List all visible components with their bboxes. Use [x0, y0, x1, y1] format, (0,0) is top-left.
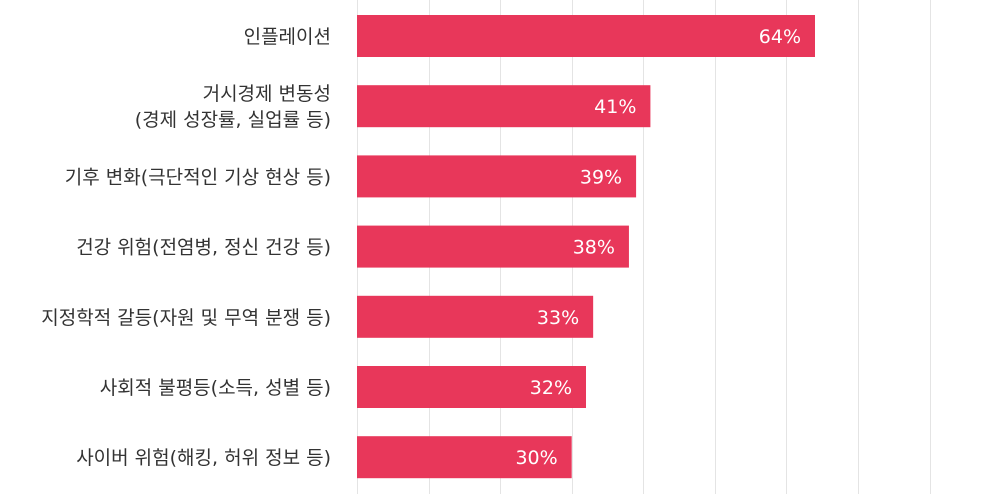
value-label: 38%: [573, 237, 615, 259]
category-label: 인플레이션: [244, 26, 331, 48]
bar: [357, 225, 629, 268]
category-label: 사회적 불평등(소득, 성별 등): [100, 377, 331, 399]
bar: [357, 155, 637, 198]
value-label: 33%: [537, 307, 579, 329]
value-label: 30%: [515, 447, 557, 469]
grid-lines: [357, 0, 931, 494]
bar: [357, 436, 572, 479]
category-label: 사이버 위험(해킹, 허위 정보 등): [76, 447, 331, 469]
category-label: 거시경제 변동성: [203, 83, 331, 105]
value-label: 41%: [594, 96, 636, 118]
value-label: 64%: [759, 26, 801, 48]
bar: [357, 85, 651, 128]
bar: [357, 295, 594, 338]
category-label: 지정학적 갈등(자원 및 무역 분쟁 등): [41, 307, 331, 329]
bar: [357, 366, 586, 408]
bar: [357, 15, 815, 57]
value-label: 39%: [580, 166, 622, 188]
category-label: 기후 변화(극단적인 기상 현상 등): [65, 166, 331, 188]
category-label: 건강 위험(전염병, 정신 건강 등): [76, 237, 331, 259]
value-label: 32%: [530, 377, 572, 399]
bars: [357, 15, 815, 479]
category-label: (경제 성장률, 실업률 등): [135, 109, 331, 131]
value-labels: 64% 41% 39% 38% 33% 32% 30%: [515, 26, 801, 469]
